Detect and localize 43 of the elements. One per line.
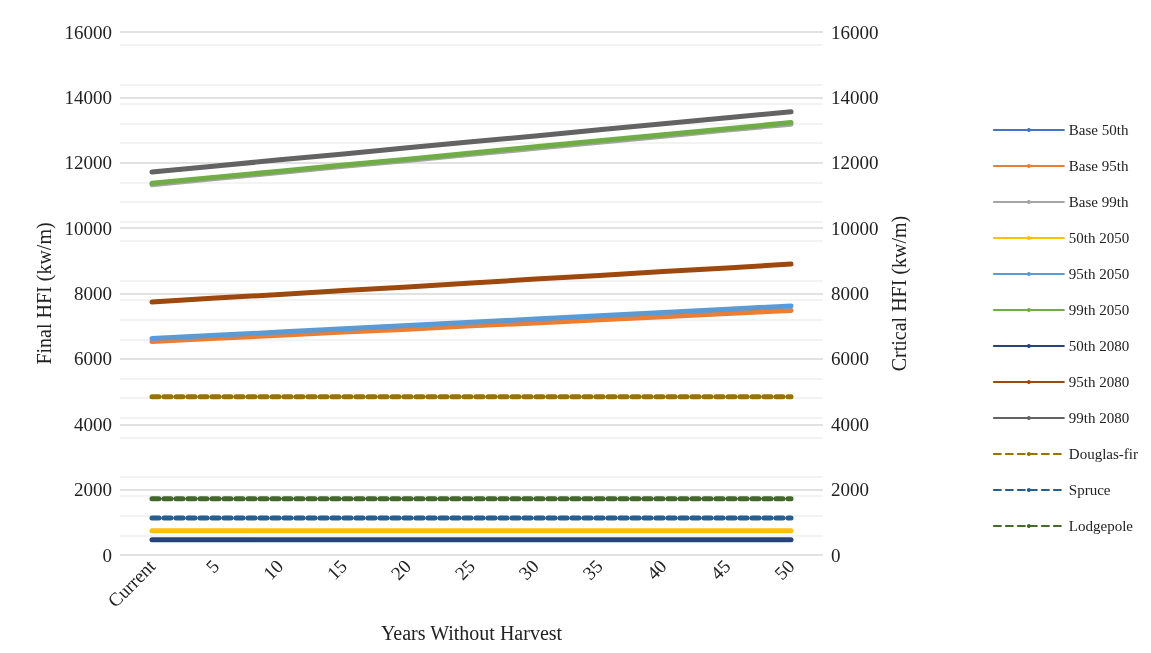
legend-label: Spruce (1068, 482, 1111, 498)
y2-tick-label: 2000 (831, 479, 869, 501)
y2-tick-label: 4000 (831, 413, 869, 435)
y-tick-label: 0 (102, 544, 112, 566)
y-tick-label: 10000 (64, 217, 112, 239)
x-axis-title: Years Without Harvest (380, 622, 563, 644)
y-tick-label: 2000 (74, 479, 112, 501)
y-tick-label: 6000 (74, 348, 112, 370)
y2-tick-label: 8000 (831, 283, 869, 304)
y2-tick-label: 6000 (831, 348, 869, 370)
x-tick-label: 5 (201, 555, 224, 578)
y-tick-label: 16000 (64, 21, 112, 43)
x-tick-label: 40 (642, 555, 671, 584)
legend-label: 50th 2050 (1068, 230, 1130, 246)
legend-label: Lodgepole (1068, 518, 1134, 534)
x-tick-label: 10 (258, 555, 288, 584)
legend-label: 95th 2080 (1068, 374, 1130, 390)
x-tick-label: 20 (386, 555, 416, 584)
y-tick-label: 12000 (64, 152, 112, 174)
y-tick-label: 8000 (74, 283, 112, 304)
legend-label: Base 99th (1068, 194, 1129, 210)
x-tick-label: 35 (578, 555, 607, 584)
x-tick-label: 25 (450, 555, 479, 584)
legend-label: 50th 2080 (1068, 338, 1130, 354)
y2-tick-label: 10000 (831, 217, 879, 239)
x-tick-label: 50 (770, 555, 799, 584)
y2-tick-label: 0 (831, 544, 841, 566)
legend-label: 99th 2050 (1068, 302, 1130, 318)
legend-label: Douglas-fir (1068, 446, 1139, 462)
x-tick-label: 30 (514, 555, 543, 584)
x-tick-label: 45 (706, 555, 735, 584)
y-axis-title: Final HFI (kw/m) (32, 222, 56, 365)
y-tick-label: 4000 (74, 413, 112, 435)
y2-tick-label: 14000 (831, 86, 879, 108)
y-tick-label: 14000 (64, 86, 112, 108)
y2-axis-title: Crtical HFI (kw/m) (888, 215, 912, 372)
x-tick-label: 15 (322, 555, 352, 584)
y2-tick-label: 16000 (831, 21, 879, 43)
legend-label: 99th 2080 (1068, 410, 1130, 426)
legend-label: Base 50th (1068, 122, 1129, 138)
legend-label: Base 95th (1068, 158, 1129, 174)
legend-label: 95th 2050 (1068, 266, 1130, 282)
y2-tick-label: 12000 (831, 152, 879, 174)
